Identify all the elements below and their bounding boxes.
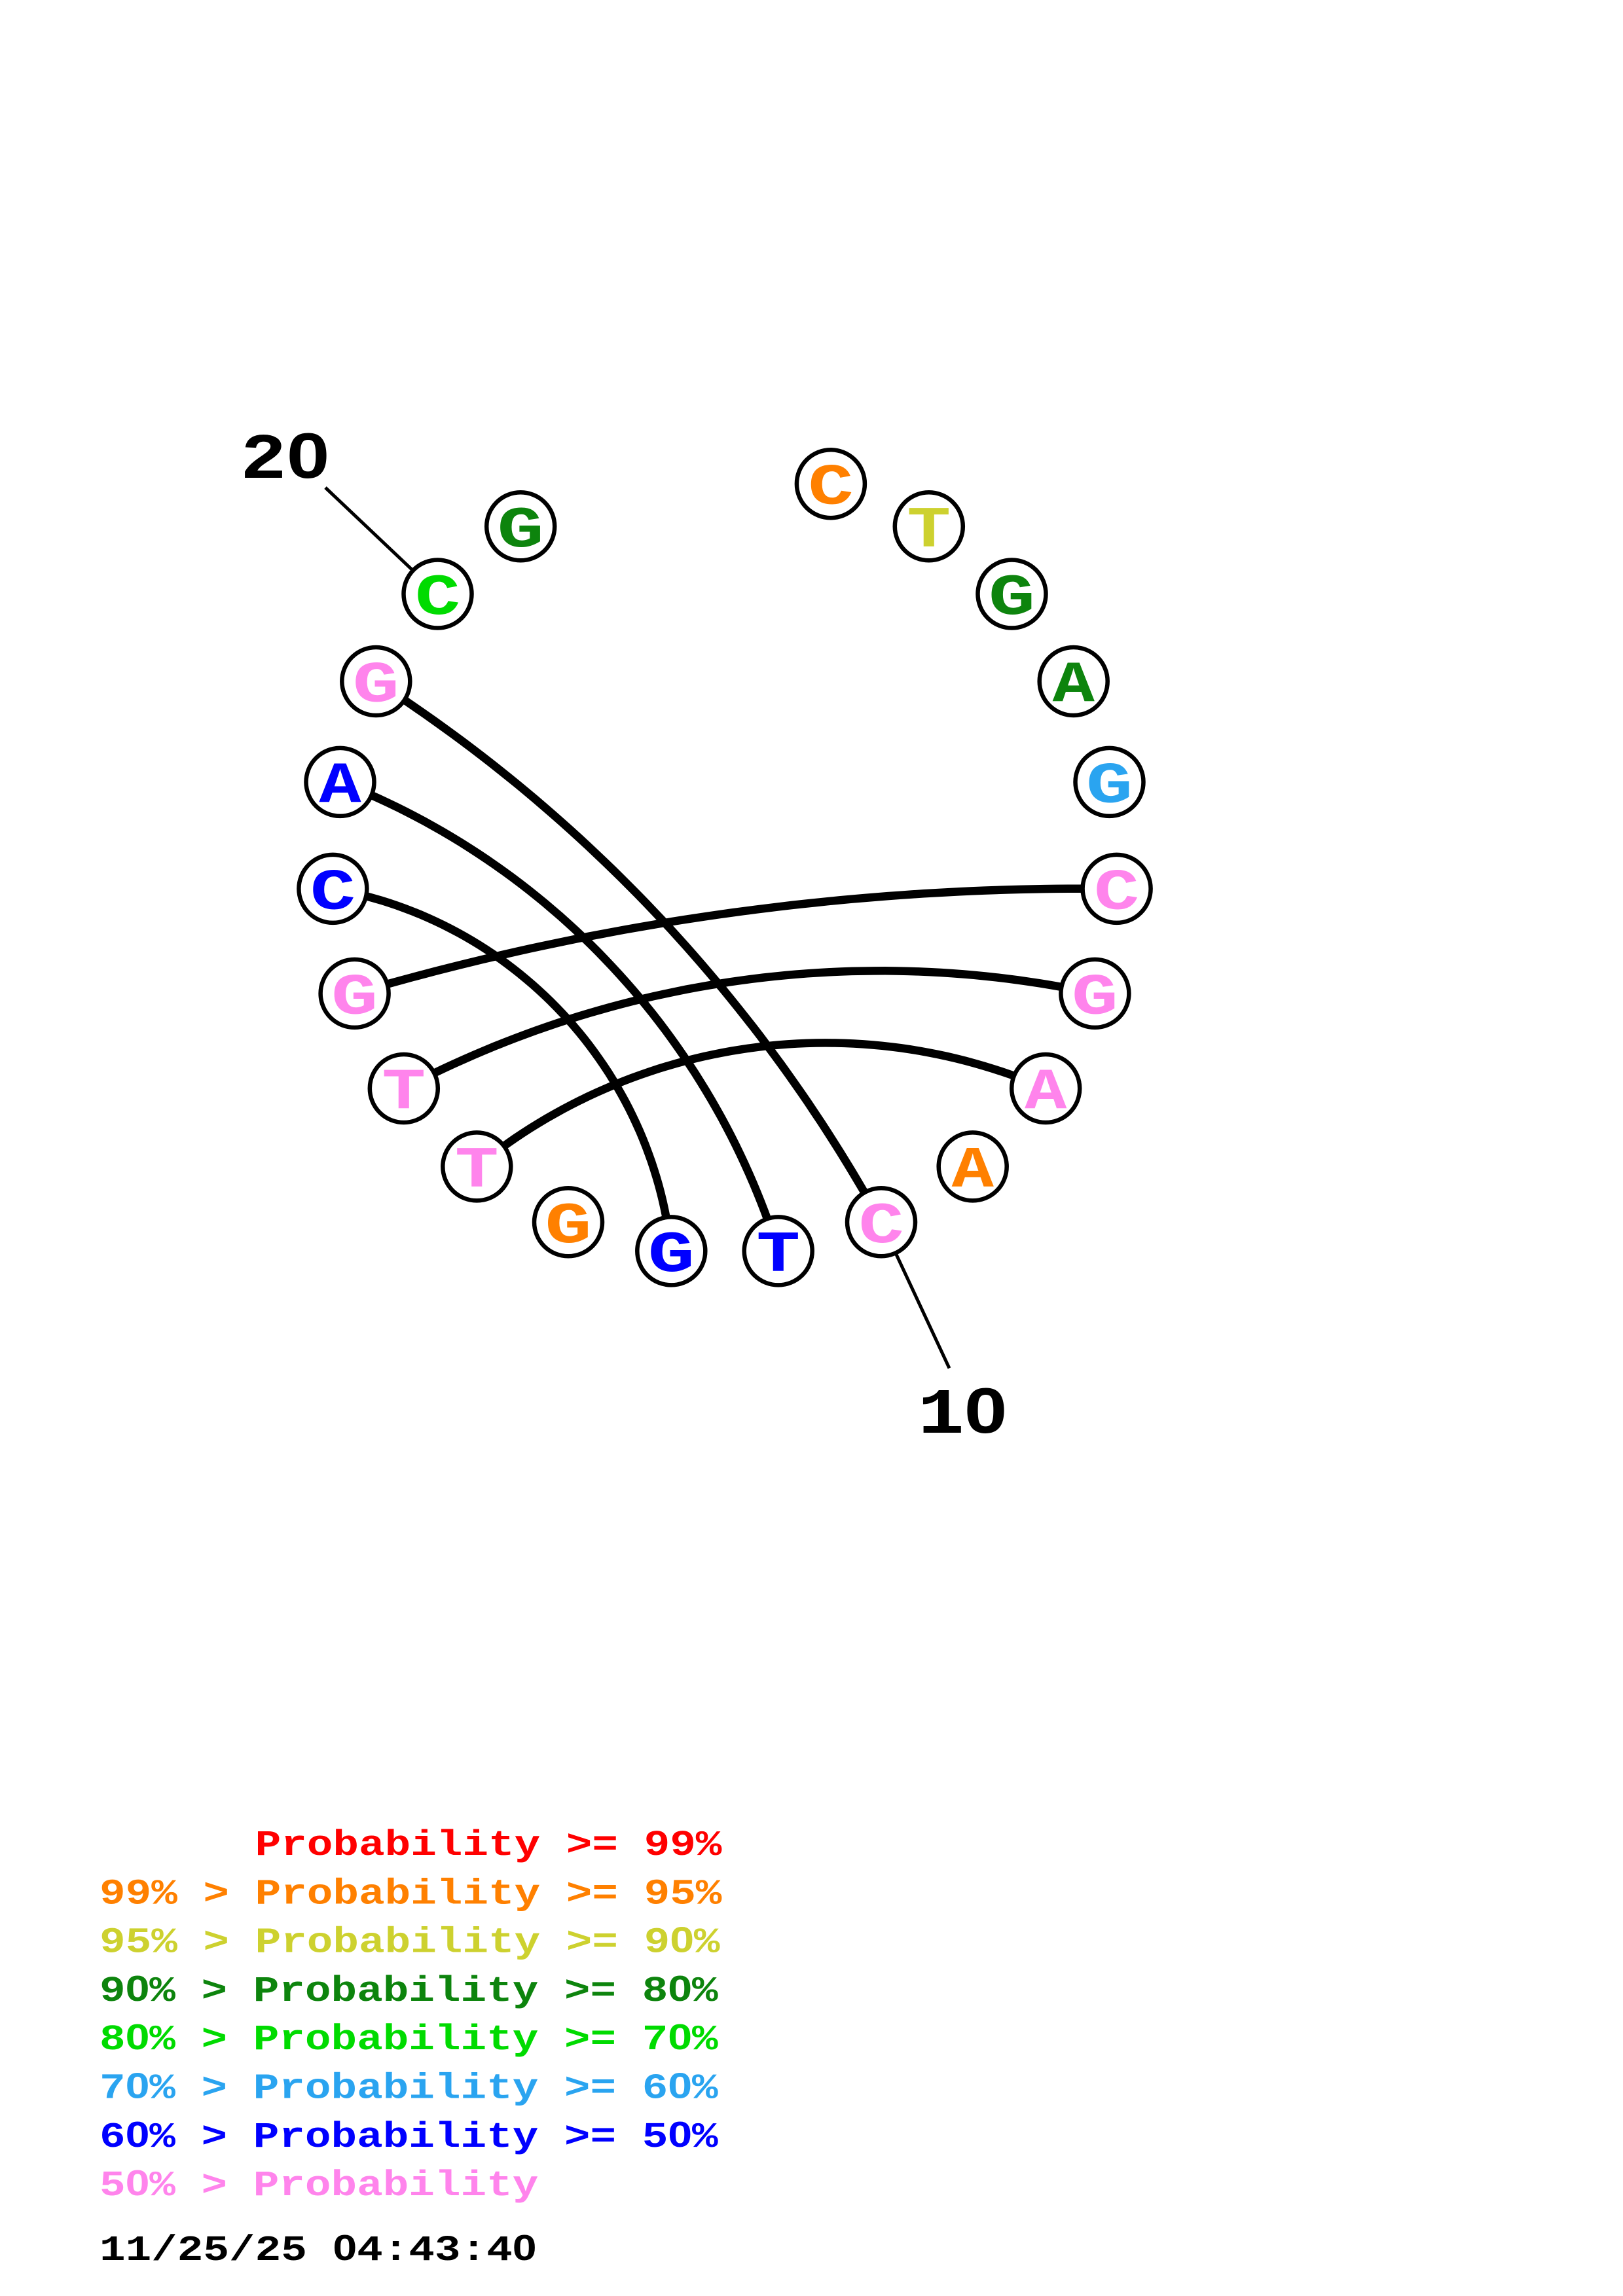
svg-text:C: C	[1094, 860, 1139, 926]
svg-text:C: C	[858, 1194, 903, 1260]
svg-text:G: G	[545, 1194, 591, 1260]
svg-text:C: C	[808, 456, 853, 522]
svg-text:A: A	[1053, 653, 1095, 719]
svg-text:C: C	[415, 565, 460, 632]
svg-text:T: T	[907, 499, 951, 565]
svg-text:G: G	[353, 654, 399, 719]
svg-text:C: C	[310, 860, 356, 926]
svg-text:95% > Probability >= 90%: 95% > Probability >= 90%	[100, 1923, 720, 1963]
svg-text:G: G	[648, 1223, 695, 1289]
svg-text:99% > Probability >= 95%: 99% > Probability >= 95%	[100, 1874, 722, 1914]
svg-text:T: T	[756, 1223, 800, 1289]
svg-text:10: 10	[918, 1380, 1007, 1452]
svg-text:80% > Probability >= 70%: 80% > Probability >= 70%	[100, 2020, 718, 2060]
svg-text:G: G	[989, 566, 1035, 632]
svg-text:11/25/25 04:43:40: 11/25/25 04:43:40	[100, 2231, 536, 2271]
svg-text:G: G	[1072, 966, 1118, 1031]
svg-text:20: 20	[240, 425, 329, 497]
svg-text:A: A	[952, 1138, 994, 1204]
svg-text:T: T	[382, 1060, 426, 1126]
svg-text:G: G	[331, 966, 378, 1031]
svg-text:T: T	[455, 1139, 499, 1205]
svg-text:G: G	[1086, 755, 1133, 820]
svg-text:G: G	[498, 499, 544, 564]
svg-text:70% > Probability >= 60%: 70% > Probability >= 60%	[100, 2069, 718, 2109]
svg-text:A: A	[1025, 1060, 1067, 1126]
svg-text:Probability >= 99%: Probability >= 99%	[100, 1826, 722, 1866]
svg-text:50% > Probability: 50% > Probability	[100, 2166, 538, 2206]
svg-text:A: A	[319, 753, 361, 819]
svg-text:60% > Probability >= 50%: 60% > Probability >= 50%	[100, 2118, 718, 2158]
svg-text:90% > Probability >= 80%: 90% > Probability >= 80%	[100, 1972, 718, 2012]
